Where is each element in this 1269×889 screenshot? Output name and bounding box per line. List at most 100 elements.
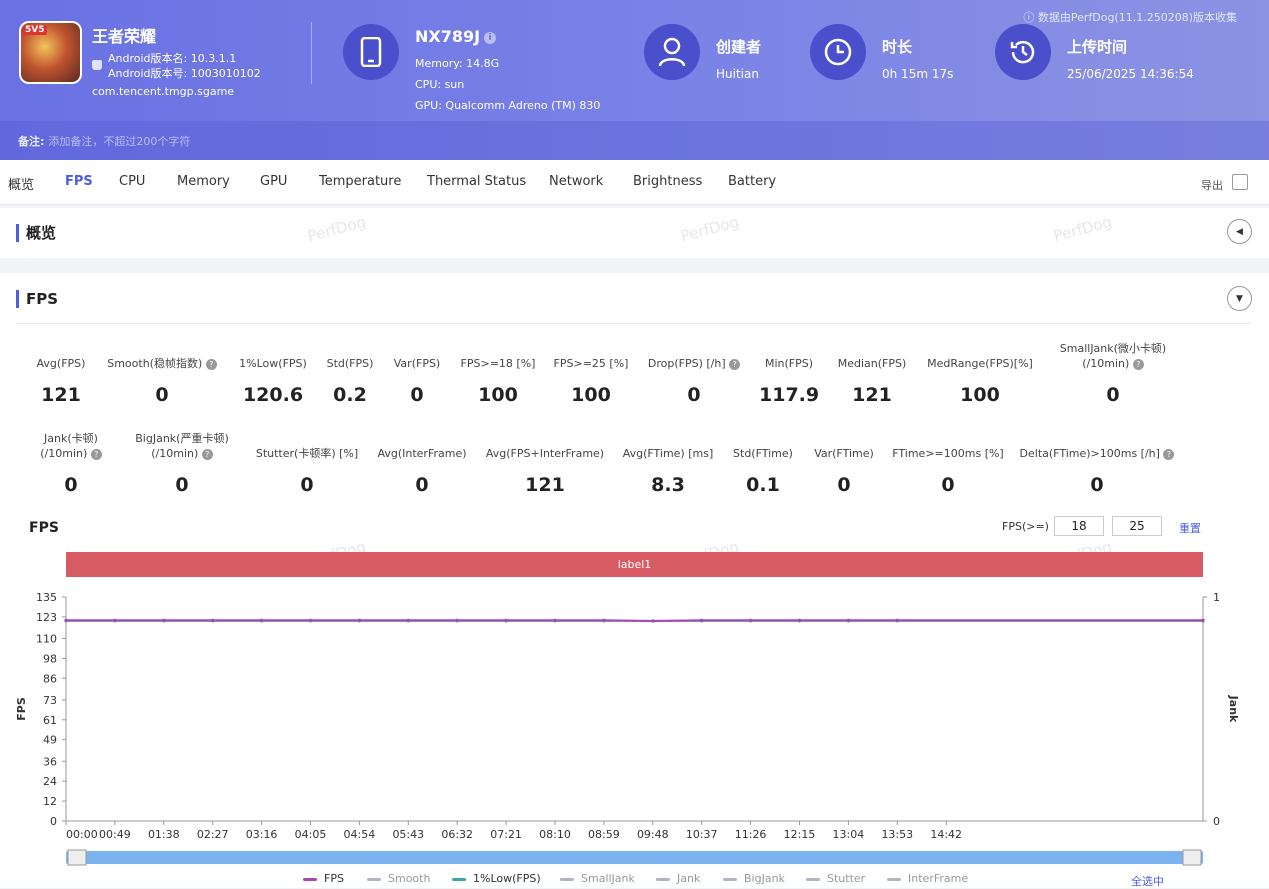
x-tick-label: 13:53 xyxy=(881,828,913,841)
note-input[interactable]: 添加备注，不超过200个字符 xyxy=(48,134,191,148)
device-name-text: NX789J xyxy=(415,27,481,46)
stat-drop-fps: Drop(FPS) [/h] ? 0 xyxy=(645,356,743,406)
help-icon[interactable]: ? xyxy=(205,359,217,370)
legend-swatch xyxy=(452,877,466,881)
device-gpu: GPU: Qualcomm Adreno (TM) 830 xyxy=(415,99,601,112)
overview-section: 概览 ◀ xyxy=(0,208,1269,258)
stat-label-text: Delta(FTime)>100ms [/h] xyxy=(1019,447,1160,460)
x-tick-label: 12:15 xyxy=(784,828,816,841)
user-icon xyxy=(644,24,700,80)
stat-avg-fps: Avg(FPS) 121 xyxy=(31,356,91,406)
stat-stutter: Stutter(卡顿率) [%] 0 xyxy=(252,446,362,496)
series-point xyxy=(162,618,166,622)
stat-fps-18: FPS>=18 [%] 100 xyxy=(458,356,538,406)
series-point xyxy=(113,618,117,622)
tab-temperature[interactable]: Temperature xyxy=(319,174,402,189)
creator-label: 创建者 xyxy=(716,38,762,56)
stat-value: 100 xyxy=(478,384,518,406)
stat-label: Avg(InterFrame) xyxy=(377,447,467,460)
y-tick-label: 36 xyxy=(43,755,57,768)
y-tick-label: 49 xyxy=(43,734,57,747)
tab-network[interactable]: Network xyxy=(549,174,604,189)
legend-swatch xyxy=(560,877,574,881)
stat-delta-ftime: Delta(FTime)>100ms [/h] ? 0 xyxy=(1018,446,1176,496)
stat-1pct-low: 1%Low(FPS) 120.6 xyxy=(235,356,311,406)
stat-min-fps: Min(FPS) 117.9 xyxy=(759,356,819,406)
info-circle-icon: ⓘ xyxy=(1023,11,1038,24)
legend-item-bigjank[interactable]: BigJank xyxy=(723,872,785,885)
tab-fps[interactable]: FPS xyxy=(65,174,93,189)
stat-var-fps: Var(FPS) 0 xyxy=(389,356,445,406)
fps-chart[interactable]: 0 12 24 36 49 61 73 86 98 110 123 135 0 1 00:00 00:49 01… xyxy=(0,585,1269,870)
legend-item-stutter[interactable]: Stutter xyxy=(806,872,865,885)
label-band[interactable]: label1 xyxy=(66,552,1203,577)
stat-label-unit-text: (/10min) xyxy=(40,447,88,460)
legend-item-interframe[interactable]: InterFrame xyxy=(887,872,968,885)
y-tick-label: 98 xyxy=(43,652,57,665)
stat-label: Std(FTime) xyxy=(733,447,793,460)
tab-thermal-status[interactable]: Thermal Status xyxy=(427,174,527,189)
tab-bar: 概览 FPS CPU Memory GPU Temperature Therma… xyxy=(0,160,1269,205)
legend-item-smooth[interactable]: Smooth xyxy=(367,872,430,885)
data-source-text: 数据由PerfDog(11.1.250208)版本收集 xyxy=(1037,11,1237,24)
threshold-input-1[interactable]: 18 xyxy=(1054,516,1104,536)
legend-label: Stutter xyxy=(827,872,866,885)
help-icon[interactable]: ? xyxy=(1132,359,1144,370)
legend-item-smalljank[interactable]: SmallJank xyxy=(560,872,635,885)
x-tick-label: 01:38 xyxy=(148,828,180,841)
stat-value: 0 xyxy=(941,474,955,496)
threshold-input-2[interactable]: 25 xyxy=(1112,516,1162,536)
collapse-left-icon[interactable]: ◀ xyxy=(1227,219,1252,244)
legend-item-1-low-fps-[interactable]: 1%Low(FPS) xyxy=(452,872,541,885)
history-icon xyxy=(995,24,1051,80)
export-icon[interactable] xyxy=(1232,174,1248,190)
series-point xyxy=(260,618,264,622)
tab-cpu[interactable]: CPU xyxy=(119,174,146,189)
help-icon[interactable]: ? xyxy=(1163,449,1175,460)
help-icon[interactable]: ? xyxy=(90,449,102,460)
x-tick-label: 03:16 xyxy=(246,828,278,841)
x-tick-label: 08:59 xyxy=(588,828,620,841)
stat-value: 0 xyxy=(175,474,189,496)
stat-value: 0 xyxy=(1090,474,1104,496)
help-icon[interactable]: ? xyxy=(729,359,741,370)
export-button[interactable]: 导出 xyxy=(1201,179,1223,192)
legend-label: BigJank xyxy=(744,872,785,885)
tab-gpu[interactable]: GPU xyxy=(260,174,288,189)
select-all-button[interactable]: 全选中 xyxy=(1131,875,1164,888)
reset-button[interactable]: 重置 xyxy=(1179,522,1201,535)
device-memory: Memory: 14.8G xyxy=(415,57,500,70)
info-icon[interactable]: i xyxy=(484,31,497,44)
tab-overview[interactable]: 概览 xyxy=(8,178,35,193)
y-tick-label: 61 xyxy=(43,714,57,727)
x-tick-label: 13:04 xyxy=(833,828,865,841)
series-point xyxy=(846,618,851,622)
stat-value: 100 xyxy=(960,384,1000,406)
help-icon[interactable]: ? xyxy=(201,449,213,460)
stat-label: Stutter(卡顿率) [%] xyxy=(255,447,359,460)
tab-memory[interactable]: Memory xyxy=(177,174,230,189)
tab-battery[interactable]: Battery xyxy=(728,174,777,189)
stat-label: SmallJank(微小卡顿) xyxy=(1059,342,1167,355)
collapse-down-icon[interactable]: ▼ xyxy=(1227,286,1252,311)
note-bar[interactable]: 备注: 添加备注，不超过200个字符 xyxy=(0,121,1269,160)
y-tick-label: 135 xyxy=(36,591,57,604)
stat-medrange-fps: MedRange(FPS)[%] 100 xyxy=(924,356,1036,406)
android-icon xyxy=(92,60,102,70)
legend-item-jank[interactable]: Jank xyxy=(656,872,700,885)
stat-value: 121 xyxy=(852,384,892,406)
stat-label: Delta(FTime)>100ms [/h] ? xyxy=(1018,446,1176,461)
stat-label: FPS>=25 [%] xyxy=(553,357,629,370)
stat-median-fps: Median(FPS) 121 xyxy=(835,356,909,406)
stat-value: 0.2 xyxy=(333,384,367,406)
legend-label: InterFrame xyxy=(908,872,969,885)
creator-value: Huitian xyxy=(716,67,759,81)
legend-item-fps[interactable]: FPS xyxy=(303,872,344,885)
report-header: 5V5 王者荣耀 Android版本名: 10.3.1.1 Android版本号… xyxy=(0,0,1269,160)
stat-label: Avg(FPS) xyxy=(36,357,86,370)
y-axis-title: FPS xyxy=(15,697,28,721)
stat-label: Smooth(稳帧指数) ? xyxy=(104,356,220,371)
stat-avg-interframe: Avg(InterFrame) 0 xyxy=(373,446,471,496)
tab-brightness[interactable]: Brightness xyxy=(633,174,703,189)
stat-value: 100 xyxy=(571,384,611,406)
